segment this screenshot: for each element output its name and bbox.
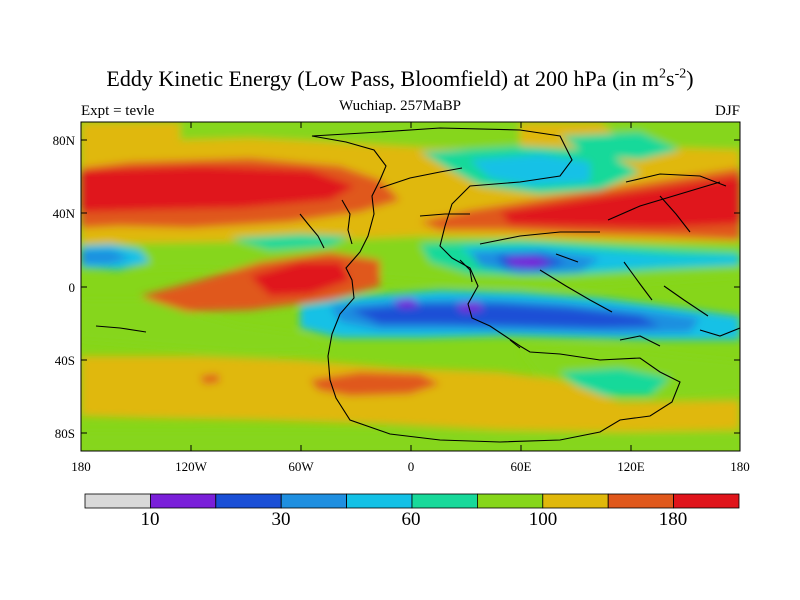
lat-label: 0 bbox=[69, 280, 76, 295]
colorbar-labels: 10 30 60 100 180 bbox=[141, 509, 688, 530]
plot-subtitle: Wuchiap. 257MaBP bbox=[339, 98, 461, 114]
colorbar-swatch bbox=[673, 493, 740, 509]
contour-fill-field bbox=[81, 122, 740, 451]
colorbar-label: 100 bbox=[529, 509, 558, 530]
lat-label: 40S bbox=[55, 353, 75, 368]
lon-label: 180 bbox=[71, 459, 91, 474]
lon-label: 120E bbox=[617, 459, 645, 474]
season-label: DJF bbox=[714, 103, 740, 119]
lon-label: 120W bbox=[175, 459, 208, 474]
lon-label: 180 bbox=[730, 459, 750, 474]
colorbar-swatch bbox=[411, 493, 478, 509]
lat-label: 40N bbox=[53, 206, 76, 221]
axis-ticks bbox=[80, 122, 741, 451]
plot-title: Eddy Kinetic Energy (Low Pass, Bloomfiel… bbox=[106, 66, 694, 91]
colorbar-label: 10 bbox=[141, 509, 160, 530]
colorbar-swatch bbox=[149, 493, 217, 509]
colorbar-swatch bbox=[476, 493, 544, 509]
lon-label: 60W bbox=[288, 459, 314, 474]
colorbar bbox=[84, 493, 740, 509]
colorbar-label: 30 bbox=[272, 509, 291, 530]
colorbar-swatch bbox=[542, 493, 609, 509]
colorbar-swatch bbox=[280, 493, 348, 509]
lat-label: 80S bbox=[55, 426, 75, 441]
longitude-labels: 180 120W 60W 0 60E 120E 180 bbox=[71, 459, 750, 474]
colorbar-label: 60 bbox=[402, 509, 421, 530]
latitude-labels: 80N 40N 0 40S 80S bbox=[53, 133, 76, 441]
lon-label: 0 bbox=[408, 459, 415, 474]
colorbar-swatch bbox=[84, 493, 151, 509]
colorbar-swatch bbox=[607, 493, 675, 509]
colorbar-swatch bbox=[215, 493, 282, 509]
experiment-label: Expt = tevle bbox=[81, 103, 155, 119]
lat-label: 80N bbox=[53, 133, 76, 148]
coastlines bbox=[95, 127, 740, 443]
lon-label: 60E bbox=[511, 459, 532, 474]
colorbar-label: 180 bbox=[659, 509, 688, 530]
colorbar-swatch bbox=[346, 493, 413, 509]
